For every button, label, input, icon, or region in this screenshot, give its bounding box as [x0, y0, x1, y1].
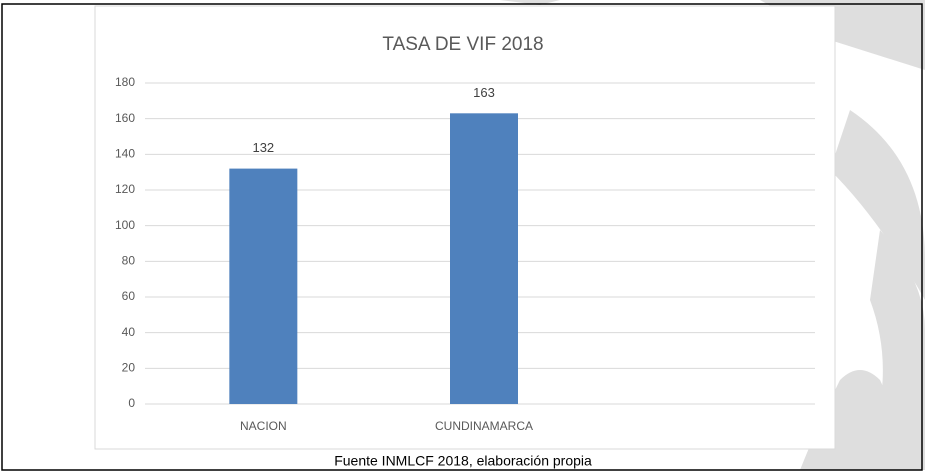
data-label: 132 [252, 140, 274, 155]
y-tick-label: 80 [122, 254, 136, 268]
y-tick-label: 160 [115, 111, 135, 125]
x-tick-label: NACION [240, 419, 287, 433]
y-tick-label: 40 [122, 325, 136, 339]
y-tick-label: 120 [115, 182, 135, 196]
y-tick-label: 60 [122, 289, 136, 303]
chart-title: TASA DE VIF 2018 [382, 34, 543, 55]
bar [229, 168, 298, 404]
data-label: 163 [473, 85, 495, 100]
y-tick-label: 100 [115, 218, 135, 232]
x-tick-label: CUNDINAMARCA [435, 419, 533, 433]
table-cell [1, 3, 923, 471]
y-tick-label: 20 [122, 361, 136, 375]
y-tick-label: 140 [115, 147, 135, 161]
caption: Fuente INMLCF 2018, elaboración propia [334, 453, 592, 469]
y-tick-label: 0 [128, 396, 135, 410]
y-tick-label: 180 [115, 75, 135, 89]
bar [450, 113, 518, 405]
